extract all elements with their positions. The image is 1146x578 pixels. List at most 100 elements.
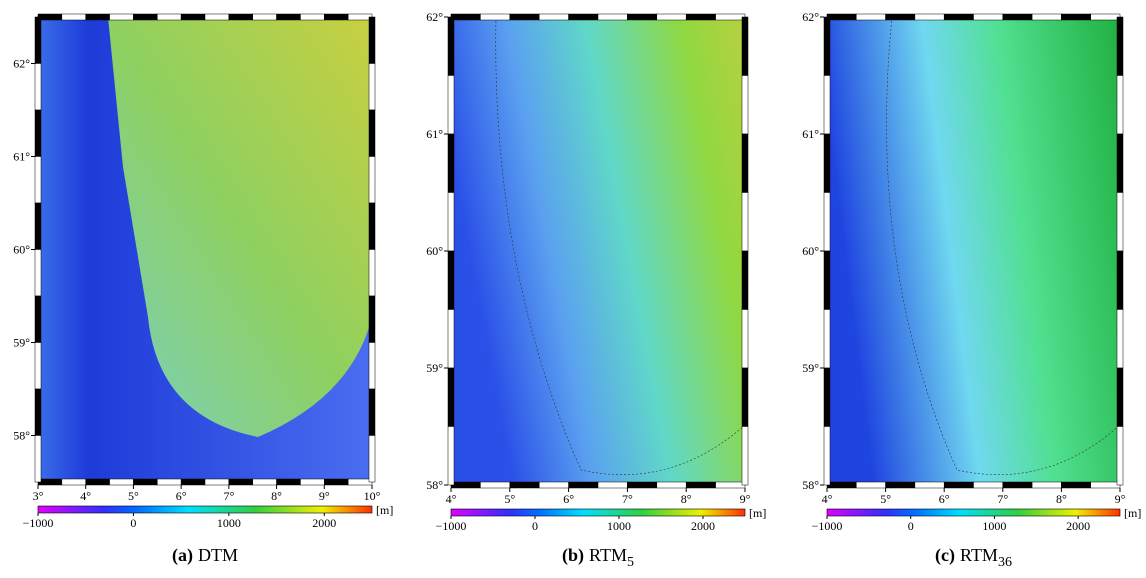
x-tick-label: 6° [563, 492, 574, 506]
border-segment [34, 202, 42, 250]
border-segment [180, 478, 206, 486]
y-tick-label: 59° [802, 361, 819, 375]
colorbar-tick-label: 1000 [217, 516, 241, 530]
border-segment [656, 481, 687, 489]
border-segment [252, 13, 277, 21]
y-tick-label: 60° [802, 244, 819, 258]
border-segment [826, 13, 857, 21]
border-segment [61, 13, 86, 21]
border-segment [34, 156, 42, 204]
panel-caption: (c) RTM36 [935, 545, 1012, 570]
x-tick-label: 9° [1115, 492, 1126, 506]
border-segment [300, 13, 325, 21]
border-segment [568, 13, 599, 21]
border-segment [741, 309, 749, 369]
caption-text: RTM [960, 545, 998, 565]
x-tick-label: 8° [1056, 492, 1067, 506]
border-segment [34, 16, 42, 64]
border-segment [685, 481, 716, 489]
border-segment [914, 13, 945, 21]
border-segment [1090, 481, 1121, 489]
panel-label: (b) [562, 545, 584, 566]
colorbar-tick-label: −1000 [23, 516, 54, 530]
border-segment [943, 13, 974, 21]
border-segment [568, 481, 599, 489]
panel-label: (a) [172, 545, 193, 566]
border-segment [741, 16, 749, 76]
border-segment [1116, 133, 1124, 193]
border-segment [34, 109, 42, 157]
colorbar-tick-label: 2000 [1066, 519, 1090, 533]
border-segment [823, 426, 831, 486]
border-segment [1031, 13, 1062, 21]
border-segment [823, 309, 831, 369]
y-tick-label: 61° [426, 127, 443, 141]
border-segment [509, 13, 540, 21]
border-segment [715, 13, 746, 21]
border-segment [1116, 75, 1124, 135]
border-segment [685, 13, 716, 21]
border-segment [973, 13, 1004, 21]
border-segment [538, 13, 569, 21]
border-segment [34, 295, 42, 343]
border-segment [914, 481, 945, 489]
y-tick-label: 58° [426, 478, 443, 492]
border-segment [347, 478, 373, 486]
border-segment [823, 16, 831, 76]
border-segment [447, 16, 455, 76]
border-segment [741, 250, 749, 310]
border-segment [368, 202, 376, 250]
border-segment [157, 478, 182, 486]
colorbar-tick-label: 1000 [982, 519, 1006, 533]
border-segment [109, 13, 134, 21]
border-segment [368, 435, 376, 483]
caption-subscript: 5 [627, 555, 634, 570]
relief [827, 17, 1120, 485]
y-tick-label: 62° [802, 10, 819, 24]
border-segment [741, 75, 749, 135]
colorbar-tick-label: 0 [908, 519, 914, 533]
border-segment [157, 13, 182, 21]
border-segment [109, 478, 134, 486]
coast [495, 16, 746, 475]
border-segment [823, 75, 831, 135]
colorbar-unit: [m] [376, 503, 393, 517]
caption-subscript: 36 [998, 555, 1012, 570]
colorbar-tick-label: 0 [130, 516, 136, 530]
border-segment [741, 192, 749, 252]
colorbar-tick-label: −1000 [436, 519, 467, 533]
border-segment [276, 13, 301, 21]
colorbar-tick-label: 2000 [691, 519, 715, 533]
border-segment [823, 192, 831, 252]
border-segment [1090, 13, 1121, 21]
colorbar-tick-label: 1000 [607, 519, 631, 533]
border-segment [973, 481, 1004, 489]
border-segment [34, 249, 42, 297]
x-tick-label: 6° [939, 492, 950, 506]
border-segment [1002, 13, 1033, 21]
coast [886, 16, 1121, 475]
x-tick-label: 10° [364, 489, 381, 503]
border-segment [133, 478, 158, 486]
border-segment [347, 13, 373, 21]
x-tick-label: 3° [33, 489, 44, 503]
border-segment [368, 295, 376, 343]
border-segment [741, 367, 749, 427]
border-segment [597, 13, 628, 21]
y-tick-label: 62° [13, 57, 30, 71]
border-segment [368, 109, 376, 157]
relief [451, 17, 745, 485]
colorbar-tick-label: −1000 [812, 519, 843, 533]
border-segment [1031, 481, 1062, 489]
border-segment [885, 481, 916, 489]
border-segment [856, 481, 886, 489]
border-segment [509, 481, 540, 489]
colorbar-unit: [m] [749, 506, 766, 520]
border-segment [1116, 16, 1124, 76]
border-segment [368, 388, 376, 436]
border-segment [34, 435, 42, 483]
border-segment [447, 309, 455, 369]
panel-caption: (b) RTM5 [562, 545, 634, 570]
colorbar-unit: [m] [1124, 506, 1141, 520]
